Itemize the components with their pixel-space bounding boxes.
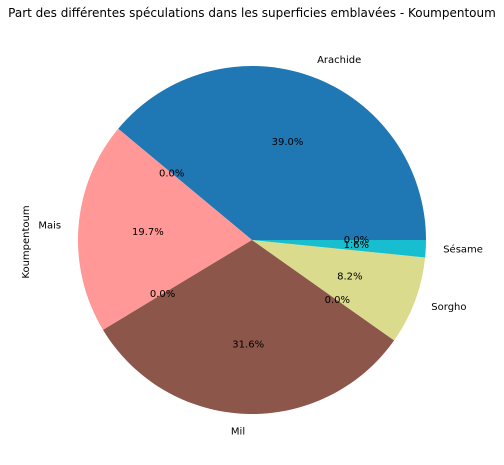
pie-slice-mais <box>77 128 252 330</box>
slice-label-arachide: Arachide <box>317 55 361 66</box>
pie-slice-sesame <box>252 240 426 258</box>
slice-percent-unlabeled: 0.0% <box>344 235 369 246</box>
slice-percent-unlabeled: 0.0% <box>325 295 350 306</box>
slice-percent-mil: 31.6% <box>232 339 264 350</box>
slice-percent-unlabeled: 0.0% <box>150 289 175 300</box>
slice-percent-mais: 19.7% <box>132 227 164 238</box>
pie-slice-sorgho <box>252 240 426 341</box>
y-axis-label: Koumpentoum <box>21 205 32 278</box>
slice-percent-sorgho: 8.2% <box>337 272 362 283</box>
slice-label-sorgho: Sorgho <box>431 302 466 313</box>
chart-title: Part des différentes spéculations dans l… <box>8 6 496 20</box>
pie-slice-mil <box>103 240 395 414</box>
slice-percent-arachide: 39.0% <box>272 137 304 148</box>
slice-label-sesame: Sésame <box>443 244 483 256</box>
slice-label-mais: Mais <box>38 221 61 232</box>
pie-slice-arachide <box>118 65 426 241</box>
pie-slices <box>77 65 426 414</box>
slice-label-mil: Mil <box>231 426 245 437</box>
pie-labels: Arachide 39.0% 0.0% Mais 19.7% 0.0% Mil 31.6% 0.… <box>38 55 483 437</box>
slice-percent-sesame: 1.6% <box>344 240 369 251</box>
slice-percent-unlabeled: 0.0% <box>159 168 184 179</box>
